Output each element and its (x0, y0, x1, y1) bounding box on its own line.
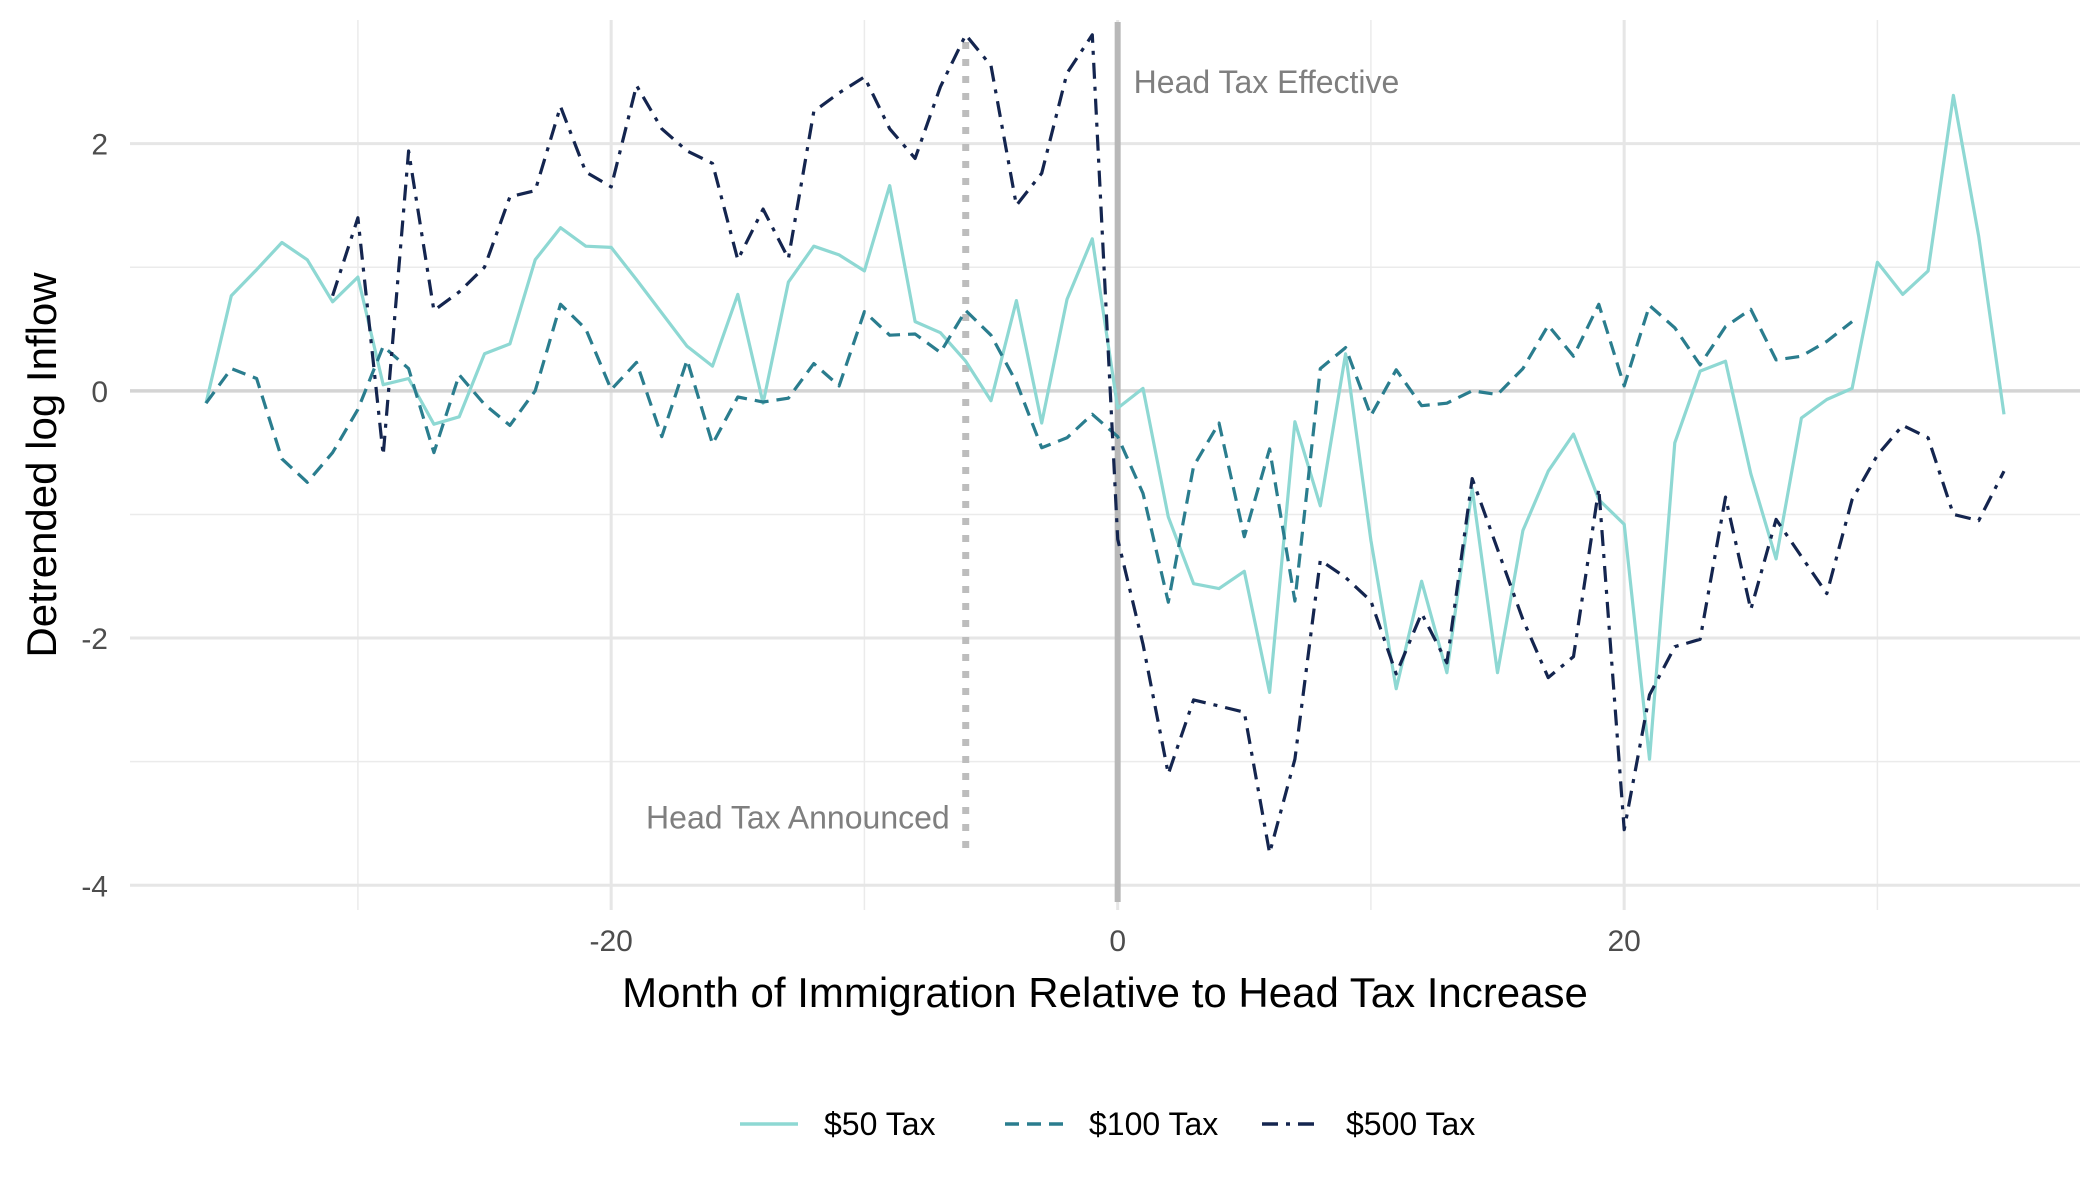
y-tick-label: 2 (91, 129, 108, 162)
y-axis-title: Detrended log Inflow (18, 272, 65, 658)
y-tick-label: -4 (81, 870, 108, 903)
legend-label-500-tax: $500 Tax (1346, 1106, 1475, 1142)
legend-item-50: $50 Tax (740, 1106, 936, 1142)
legend-item-500: $500 Tax (1262, 1106, 1475, 1142)
legend-item-100: $100 Tax (1005, 1106, 1218, 1142)
legend: $50 Tax $100 Tax $500 Tax (740, 1106, 1475, 1142)
x-tick-label: 20 (1607, 925, 1640, 958)
minor-gridlines (130, 20, 2080, 910)
major-gridlines (130, 20, 2080, 910)
head-tax-announced-label: Head Tax Announced (646, 799, 950, 835)
x-tick-label: -20 (589, 925, 632, 958)
x-axis-ticks: -20 0 20 (589, 925, 1640, 958)
y-tick-label: 0 (91, 376, 108, 409)
event-lines (962, 22, 1121, 902)
legend-label-100-tax: $100 Tax (1089, 1106, 1218, 1142)
y-axis-ticks: -4 -2 0 2 (81, 129, 108, 904)
series-layer (204, 33, 2006, 855)
head-tax-effective-label: Head Tax Effective (1134, 64, 1400, 100)
series-line-2 (331, 33, 2006, 855)
series-line-0 (204, 93, 2006, 761)
x-tick-label: 0 (1109, 925, 1126, 958)
series-line-1 (204, 302, 1854, 604)
annotations: Head Tax Effective Head Tax Announced (646, 64, 1399, 835)
legend-label-50-tax: $50 Tax (824, 1106, 936, 1142)
x-axis-title: Month of Immigration Relative to Head Ta… (622, 969, 1588, 1016)
y-tick-label: -2 (81, 623, 108, 656)
